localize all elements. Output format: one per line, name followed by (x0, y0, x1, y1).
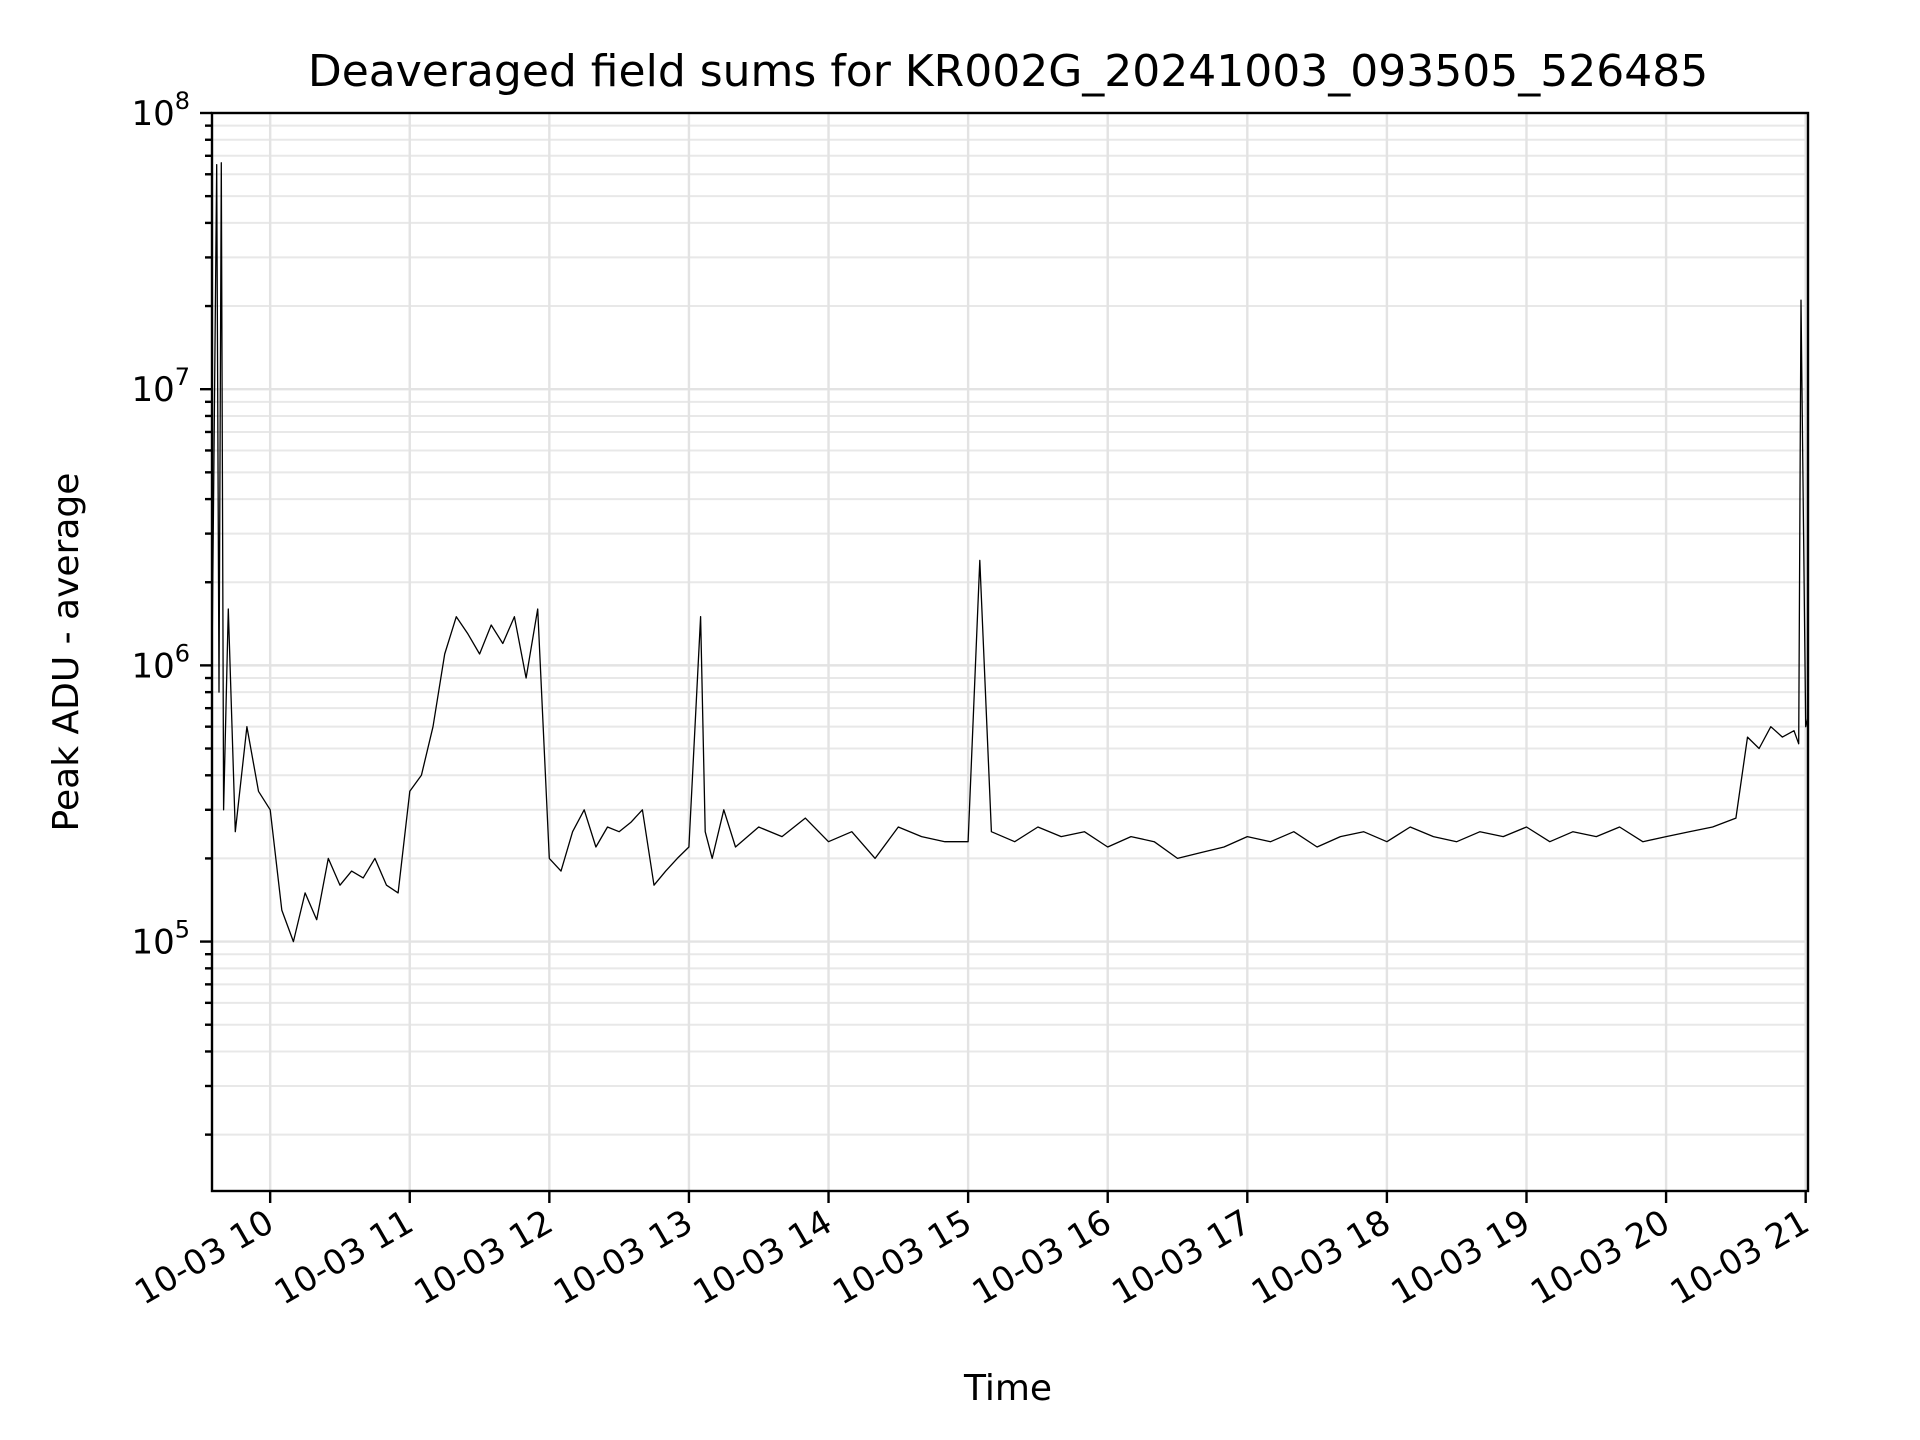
y-axis-label: Peak ADU - average (46, 473, 87, 832)
y-tick-label-base: 10 (131, 646, 174, 686)
y-tick-label: 108 (131, 87, 190, 134)
plot-frame (210, 111, 1810, 1193)
y-tick-label-exponent: 8 (175, 87, 190, 115)
y-tick-label-base: 10 (131, 370, 174, 410)
y-tick-label: 105 (131, 916, 190, 963)
chart-title: Deaveraged field sums for KR002G_2024100… (308, 46, 1708, 97)
y-tick-label-exponent: 5 (175, 916, 190, 944)
series-group (211, 162, 1809, 943)
x-axis-label: Time (963, 1368, 1052, 1409)
y-tick-label-exponent: 6 (175, 639, 190, 667)
series-line (211, 162, 1809, 943)
y-tick-label-base: 10 (131, 923, 174, 963)
y-tick-label: 106 (131, 639, 190, 686)
y-tick-label-exponent: 7 (175, 363, 190, 391)
y-tick-label: 107 (131, 363, 190, 410)
y-tick-label-base: 10 (131, 94, 174, 134)
